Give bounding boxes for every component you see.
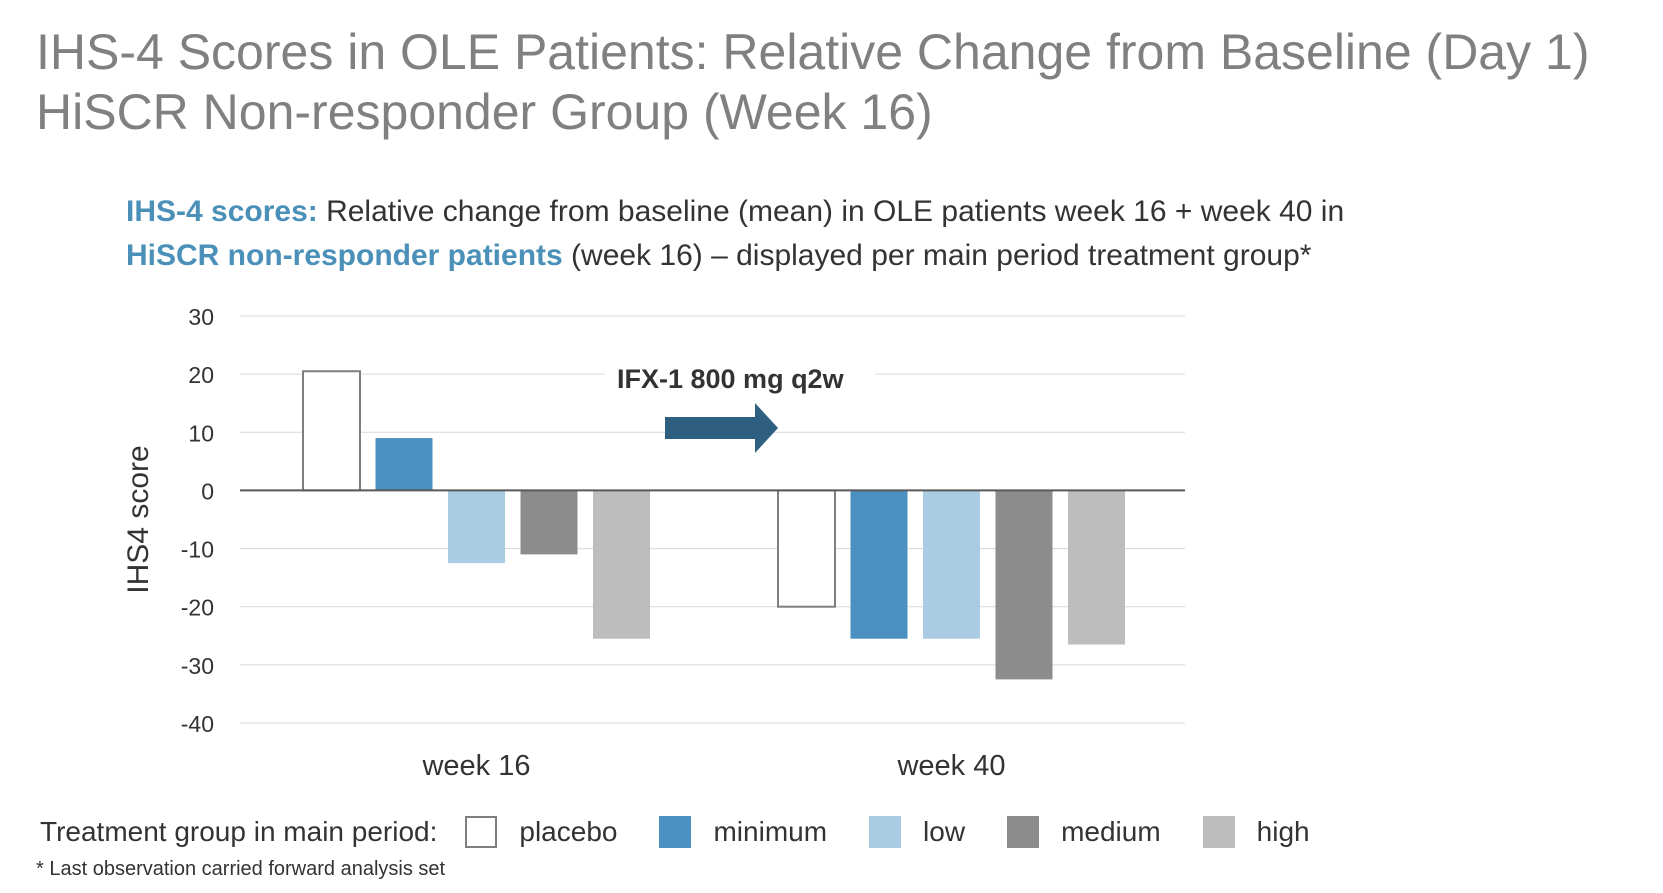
- subtitle-line-2: HiSCR non-responder patients (week 16) –…: [126, 234, 1344, 278]
- legend-item-placebo: placebo: [465, 816, 617, 848]
- bar-minimum-week-16: [375, 438, 433, 491]
- subtitle-line-1: IHS-4 scores: Relative change from basel…: [126, 190, 1344, 234]
- y-tick-label: 10: [188, 420, 214, 446]
- bar-low-week-40: [923, 490, 980, 639]
- y-tick-label: -30: [181, 653, 214, 679]
- legend-swatch: [869, 816, 902, 848]
- legend-label: placebo: [519, 816, 618, 847]
- bar-medium-week-16: [520, 490, 578, 555]
- subtitle-highlight-1: IHS-4 scores:: [126, 195, 318, 228]
- legend-swatch: [465, 816, 498, 848]
- annotation-label: IFX-1 800 mg q2w: [617, 364, 845, 394]
- y-tick-label: 20: [188, 362, 214, 388]
- y-axis-label: IHS4 score: [122, 445, 155, 593]
- legend-item-low: low: [869, 816, 965, 848]
- page-title: IHS-4 Scores in OLE Patients: Relative C…: [36, 22, 1589, 142]
- legend: Treatment group in main period: placebo m…: [40, 812, 1352, 852]
- annotation-background: [605, 355, 875, 399]
- subtitle-text-2: (week 16) – displayed per main period tr…: [562, 239, 1312, 272]
- bar-high-week-40: [1068, 490, 1125, 645]
- y-tick-label: 30: [188, 304, 214, 330]
- footnote: * Last observation carried forward analy…: [36, 858, 446, 880]
- bar-minimum-week-40: [850, 490, 908, 639]
- title-line-2: HiSCR Non-responder Group (Week 16): [36, 84, 933, 140]
- subtitle-highlight-2: HiSCR non-responder patients: [126, 239, 563, 272]
- legend-label: minimum: [713, 816, 828, 847]
- bar-low-week-16: [448, 490, 505, 564]
- legend-swatch: [659, 816, 692, 848]
- legend-item-high: high: [1202, 816, 1310, 848]
- bar-chart: 30 20 10 0 -10 -20 -30 -40 IHS4 score week 16 week…: [122, 304, 1185, 782]
- y-tick-label: -40: [181, 711, 214, 737]
- arrow-icon: [665, 403, 778, 453]
- legend-items: placebo minimum low medium high: [465, 816, 1351, 848]
- x-category-label: week 40: [896, 750, 1005, 782]
- x-category-label: week 16: [421, 750, 530, 782]
- legend-item-medium: medium: [1007, 816, 1161, 848]
- y-tick-label: -10: [181, 537, 214, 563]
- bar-placebo-week-16: [302, 370, 361, 492]
- legend-swatch: [1202, 816, 1235, 848]
- chart-subtitle: IHS-4 scores: Relative change from basel…: [126, 190, 1344, 278]
- bar-placebo-week-40: [777, 489, 836, 608]
- y-tick-label: -20: [181, 595, 214, 621]
- y-tick-label: 0: [201, 478, 214, 504]
- legend-title: Treatment group in main period:: [40, 816, 438, 847]
- legend-label: medium: [1061, 816, 1161, 847]
- legend-swatch: [1007, 816, 1040, 848]
- legend-item-minimum: minimum: [659, 816, 827, 848]
- legend-label: high: [1256, 816, 1310, 847]
- bar-high-week-16: [593, 490, 650, 639]
- bar-medium-week-40: [995, 490, 1053, 680]
- subtitle-text-1: Relative change from baseline (mean) in …: [317, 195, 1345, 228]
- legend-label: low: [923, 816, 966, 847]
- title-line-1: IHS-4 Scores in OLE Patients: Relative C…: [36, 24, 1590, 80]
